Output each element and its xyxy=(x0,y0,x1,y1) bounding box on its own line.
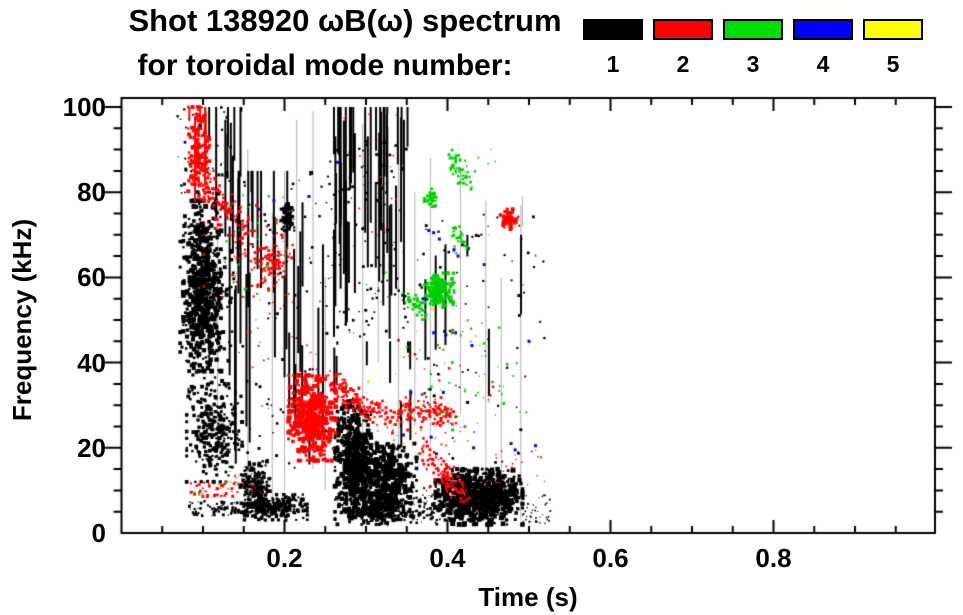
legend-label: 2 xyxy=(676,51,690,77)
x-axis-title: Time (s) xyxy=(478,582,578,612)
legend-item-1: 1 xyxy=(583,19,643,78)
y-tick-label: 100 xyxy=(62,92,106,122)
legend-item-3: 3 xyxy=(723,19,783,78)
y-tick-label: 60 xyxy=(77,262,106,293)
chart-title: Shot 138920 ωB(ω) spectrum xyxy=(128,3,562,38)
legend-swatch xyxy=(863,19,923,40)
y-tick-label: 80 xyxy=(77,177,106,208)
legend-label: 5 xyxy=(886,51,900,77)
legend-swatch xyxy=(723,19,783,40)
legend-item-5: 5 xyxy=(863,19,923,78)
legend-label: 4 xyxy=(816,51,830,77)
legend-swatch xyxy=(583,19,643,40)
x-tick-label: 0.4 xyxy=(429,543,466,573)
legend-item-2: 2 xyxy=(653,19,713,78)
y-tick-label: 20 xyxy=(77,432,106,463)
y-tick-label: 0 xyxy=(91,518,106,548)
legend-label: 3 xyxy=(746,51,760,77)
x-tick-label: 0.8 xyxy=(755,543,792,573)
legend-swatch xyxy=(653,19,713,40)
legend-label: 1 xyxy=(606,51,620,77)
x-tick-label: 0.2 xyxy=(266,543,303,573)
y-tick-label: 40 xyxy=(77,347,106,378)
chart-subtitle: for toroidal mode number: xyxy=(137,49,513,82)
legend-item-4: 4 xyxy=(793,19,853,78)
y-axis-title: Frequency (kHz) xyxy=(7,218,37,422)
legend: 1 2 3 4 5 xyxy=(583,19,923,78)
legend-swatch xyxy=(793,19,853,40)
x-tick-label: 0.6 xyxy=(592,543,629,573)
